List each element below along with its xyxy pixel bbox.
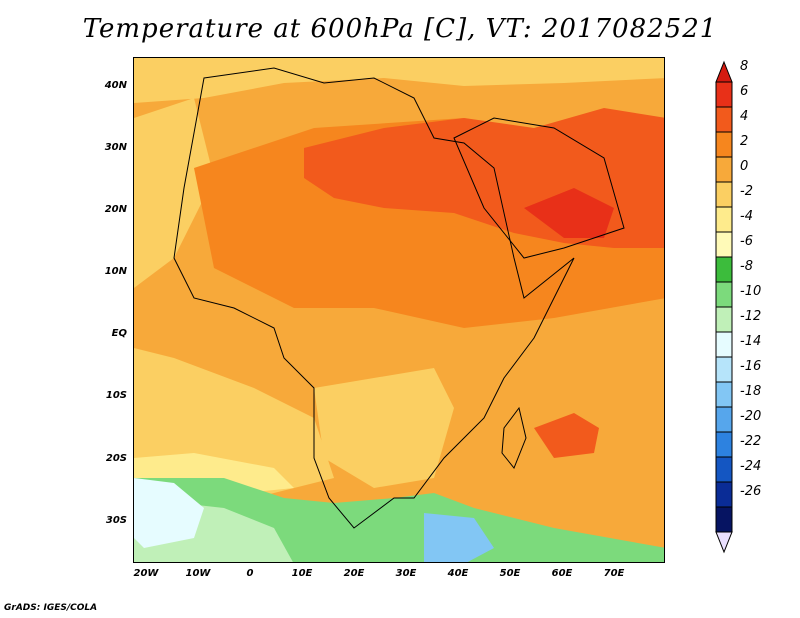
colorbar-swatch bbox=[715, 356, 733, 383]
lon-label-70e: 70E bbox=[603, 568, 625, 579]
credit-text: GrADS: IGES/COLA bbox=[4, 603, 98, 613]
lon-label-50e: 50E bbox=[499, 568, 521, 579]
lat-label-40n: 40N bbox=[104, 80, 127, 91]
lon-label-20e: 20E bbox=[343, 568, 365, 579]
lon-label-30e: 30E bbox=[395, 568, 417, 579]
colorbar-label: -16 bbox=[740, 359, 762, 374]
colorbar-swatch bbox=[715, 131, 733, 158]
colorbar bbox=[715, 60, 733, 554]
colorbar-swatch bbox=[715, 206, 733, 233]
colorbar-top-arrow bbox=[715, 60, 733, 83]
colorbar-bottom-arrow bbox=[715, 531, 733, 554]
map-plot-area bbox=[133, 57, 665, 563]
colorbar-label: -22 bbox=[740, 434, 762, 449]
colorbar-label: -8 bbox=[740, 259, 753, 274]
lon-label-0: 0 bbox=[246, 568, 254, 579]
colorbar-swatch bbox=[715, 281, 733, 308]
lat-label-eq: EQ bbox=[111, 328, 127, 339]
field-hot-madagascar bbox=[534, 413, 599, 458]
colorbar-swatch bbox=[715, 181, 733, 208]
colorbar-label: 4 bbox=[740, 109, 749, 124]
colorbar-label: -26 bbox=[740, 484, 762, 499]
colorbar-swatch bbox=[715, 481, 733, 508]
colorbar-swatch bbox=[715, 456, 733, 483]
field-cyan-south bbox=[134, 478, 204, 548]
colorbar-label: 0 bbox=[740, 159, 749, 174]
madagascar-coastline bbox=[501, 406, 527, 469]
field-mild-southern-africa bbox=[314, 368, 454, 488]
colorbar-label: -4 bbox=[740, 209, 753, 224]
lon-label-10w: 10W bbox=[185, 568, 211, 579]
lat-label-30s: 30S bbox=[105, 515, 127, 526]
colorbar-swatch bbox=[715, 106, 733, 133]
colorbar-swatch bbox=[715, 381, 733, 408]
field-blue-patch bbox=[424, 513, 494, 562]
colorbar-swatch bbox=[715, 231, 733, 258]
lon-label-20w: 20W bbox=[133, 568, 159, 579]
colorbar-label: -12 bbox=[740, 309, 762, 324]
africa-coastline bbox=[173, 67, 575, 529]
colorbar-swatch bbox=[715, 431, 733, 458]
colorbar-swatch bbox=[715, 306, 733, 333]
lon-label-40e: 40E bbox=[447, 568, 469, 579]
colorbar-label: -20 bbox=[740, 409, 762, 424]
colorbar-label: 6 bbox=[740, 84, 749, 99]
lat-label-20n: 20N bbox=[104, 204, 127, 215]
colorbar-swatch bbox=[715, 406, 733, 433]
colorbar-label: -14 bbox=[740, 334, 762, 349]
field-hotter-arabia bbox=[524, 188, 614, 238]
lon-label-10e: 10E bbox=[291, 568, 313, 579]
colorbar-label: -18 bbox=[740, 384, 762, 399]
lat-label-10s: 10S bbox=[105, 390, 127, 401]
lat-label-30n: 30N bbox=[104, 142, 127, 153]
field-mild-atlantic bbox=[134, 98, 214, 288]
colorbar-label: -10 bbox=[740, 284, 762, 299]
colorbar-swatch bbox=[715, 506, 733, 533]
colorbar-label: 8 bbox=[740, 59, 749, 74]
temperature-field bbox=[134, 58, 664, 562]
colorbar-swatch bbox=[715, 81, 733, 108]
lon-label-60e: 60E bbox=[551, 568, 573, 579]
lat-label-10n: 10N bbox=[104, 266, 127, 277]
colorbar-swatch bbox=[715, 156, 733, 183]
colorbar-label: -24 bbox=[740, 459, 762, 474]
map-title: Temperature at 600hPa [C], VT: 201708252… bbox=[82, 14, 718, 44]
lat-label-20s: 20S bbox=[105, 453, 127, 464]
colorbar-label: -2 bbox=[740, 184, 753, 199]
colorbar-label: -6 bbox=[740, 234, 753, 249]
colorbar-label: 2 bbox=[740, 134, 749, 149]
colorbar-swatch bbox=[715, 256, 733, 283]
colorbar-swatch bbox=[715, 331, 733, 358]
arabia-coastline bbox=[453, 117, 625, 259]
